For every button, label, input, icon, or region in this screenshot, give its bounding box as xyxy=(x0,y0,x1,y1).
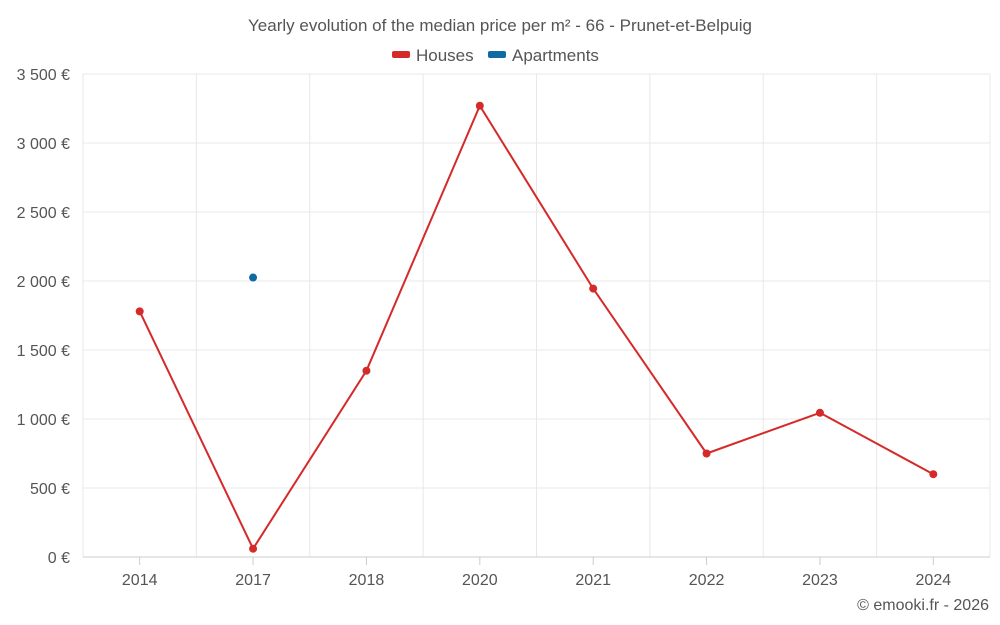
y-tick-label: 3 500 € xyxy=(17,67,70,84)
data-point-houses[interactable] xyxy=(702,449,711,458)
legend-swatch-houses xyxy=(392,51,410,58)
data-point-houses[interactable] xyxy=(135,307,144,316)
data-point-apartments[interactable] xyxy=(249,273,258,282)
y-tick-label: 3 000 € xyxy=(17,136,70,153)
x-tick-label: 2014 xyxy=(122,572,158,589)
legend-label-houses: Houses xyxy=(416,46,474,65)
gridlines xyxy=(82,73,991,557)
legend[interactable]: Houses Apartments xyxy=(392,46,599,65)
data-point-houses[interactable] xyxy=(362,366,371,375)
plot-area xyxy=(135,101,938,553)
data-point-houses[interactable] xyxy=(815,408,824,417)
x-tick-label: 2024 xyxy=(916,572,952,589)
data-point-houses[interactable] xyxy=(929,470,938,479)
legend-item-houses[interactable]: Houses xyxy=(392,46,474,65)
series-line-houses xyxy=(138,104,934,550)
x-tick-label: 2018 xyxy=(349,572,385,589)
y-tick-label: 2 500 € xyxy=(17,205,70,222)
data-point-houses[interactable] xyxy=(475,101,484,110)
x-tick-label: 2021 xyxy=(575,572,611,589)
y-tick-label: 1 500 € xyxy=(17,343,70,360)
y-tick-label: 1 000 € xyxy=(17,412,70,429)
data-point-houses[interactable] xyxy=(589,284,598,293)
legend-swatch-apartments xyxy=(488,51,506,58)
y-axis: 0 € 500 € 1 000 € 1 500 € 2 000 € 2 500 € 3 00… xyxy=(17,67,70,567)
x-axis: 2014 2017 2018 2020 2021 2022 2023 2024 xyxy=(83,556,990,589)
y-tick-label: 0 € xyxy=(48,550,70,567)
credit-text: © emooki.fr - 2026 xyxy=(857,597,989,614)
x-tick-label: 2023 xyxy=(802,572,838,589)
y-tick-label: 500 € xyxy=(30,481,70,498)
legend-label-apartments: Apartments xyxy=(512,46,599,65)
x-tick-label: 2017 xyxy=(235,572,271,589)
chart-title: Yearly evolution of the median price per… xyxy=(248,16,752,35)
x-tick-label: 2020 xyxy=(462,572,498,589)
x-tick-label: 2022 xyxy=(689,572,725,589)
legend-item-apartments[interactable]: Apartments xyxy=(488,46,599,65)
y-tick-label: 2 000 € xyxy=(17,274,70,291)
data-point-houses[interactable] xyxy=(249,544,258,553)
